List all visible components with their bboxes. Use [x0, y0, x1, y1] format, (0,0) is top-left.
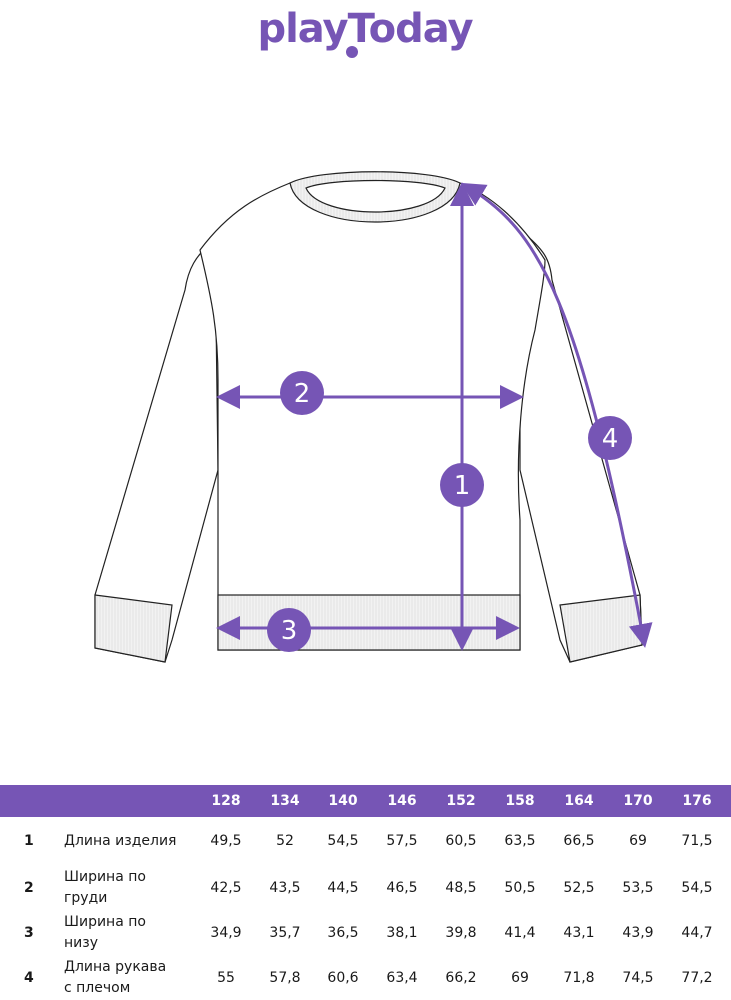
- table-cell: 35,7: [269, 925, 301, 941]
- size-header: 128: [211, 793, 241, 809]
- marker-badges: 1 2 3 4: [267, 371, 632, 652]
- row-number: 1: [24, 833, 34, 849]
- row-label: Ширина по низу: [64, 914, 146, 951]
- table-cell: 69: [511, 970, 529, 986]
- table-cell: 57,8: [269, 970, 301, 986]
- table-cell: 49,5: [210, 833, 242, 849]
- size-header: 146: [387, 793, 417, 809]
- table-cell: 48,5: [445, 880, 477, 896]
- table-cell: 63,4: [386, 970, 418, 986]
- sweater-body: [199, 182, 546, 651]
- table-cell: 57,5: [386, 833, 418, 849]
- sweater-measurement-diagram: 1 2 3 4: [94, 171, 653, 663]
- table-cell: 43,5: [269, 880, 301, 896]
- marker-2-badge: [280, 371, 324, 415]
- size-header: 134: [270, 793, 300, 809]
- left-cuff: [94, 594, 173, 663]
- row-label: Длина изделия: [64, 833, 177, 849]
- table-cell: 43,1: [563, 925, 595, 941]
- size-header: 140: [328, 793, 358, 809]
- table-cell: 46,5: [386, 880, 418, 896]
- arrow-4-sleeve: [460, 182, 653, 648]
- size-table-header: [0, 785, 731, 817]
- table-cell: 41,4: [504, 925, 536, 941]
- marker-4-badge: [588, 416, 632, 460]
- size-header: 158: [505, 793, 535, 809]
- playtoday-logo: playToday: [257, 6, 474, 58]
- table-cell: 52: [276, 833, 294, 849]
- table-cell: 71,5: [681, 833, 713, 849]
- table-cell: 60,5: [445, 833, 477, 849]
- marker-1-badge: [440, 463, 484, 507]
- row-number: 3: [24, 925, 34, 941]
- table-cell: 53,5: [622, 880, 654, 896]
- svg-text:playToday: playToday: [257, 6, 473, 52]
- table-cell: 42,5: [210, 880, 242, 896]
- marker-1: 1: [454, 471, 471, 501]
- table-cell: 69: [629, 833, 647, 849]
- row-number: 4: [24, 970, 34, 986]
- table-cell: 54,5: [681, 880, 713, 896]
- size-header: 170: [623, 793, 653, 809]
- right-cuff: [559, 594, 643, 663]
- row-label: Длина рукава с плечом: [64, 959, 167, 996]
- table-cell: 36,5: [327, 925, 359, 941]
- neck-opening: [305, 179, 446, 213]
- sweater-outline: [94, 171, 643, 663]
- size-header: 176: [682, 793, 712, 809]
- table-cell: 34,9: [210, 925, 242, 941]
- table-cell: 66,5: [563, 833, 595, 849]
- table-cell: 50,5: [504, 880, 536, 896]
- marker-4: 4: [602, 424, 619, 454]
- row-label: Ширина по груди: [64, 869, 146, 906]
- table-cell: 43,9: [622, 925, 654, 941]
- row-number: 2: [24, 880, 34, 896]
- size-header: 152: [446, 793, 476, 809]
- table-cell: 55: [217, 970, 235, 986]
- table-cell: 77,2: [681, 970, 713, 986]
- table-cell: 38,1: [386, 925, 418, 941]
- table-cell: 39,8: [445, 925, 477, 941]
- table-cell: 71,8: [563, 970, 595, 986]
- marker-2: 2: [294, 379, 311, 409]
- measurement-arrows: [216, 182, 653, 651]
- marker-3-badge: [267, 608, 311, 652]
- table-cell: 60,6: [327, 970, 359, 986]
- table-cell: 52,5: [563, 880, 595, 896]
- table-cell: 74,5: [622, 970, 654, 986]
- table-cell: 66,2: [445, 970, 477, 986]
- table-cell: 63,5: [504, 833, 536, 849]
- table-cell: 44,7: [681, 925, 713, 941]
- hem-rib: [217, 594, 521, 651]
- table-cell: 54,5: [327, 833, 359, 849]
- size-header: 164: [564, 793, 594, 809]
- marker-3: 3: [281, 616, 298, 646]
- table-cell: 44,5: [327, 880, 359, 896]
